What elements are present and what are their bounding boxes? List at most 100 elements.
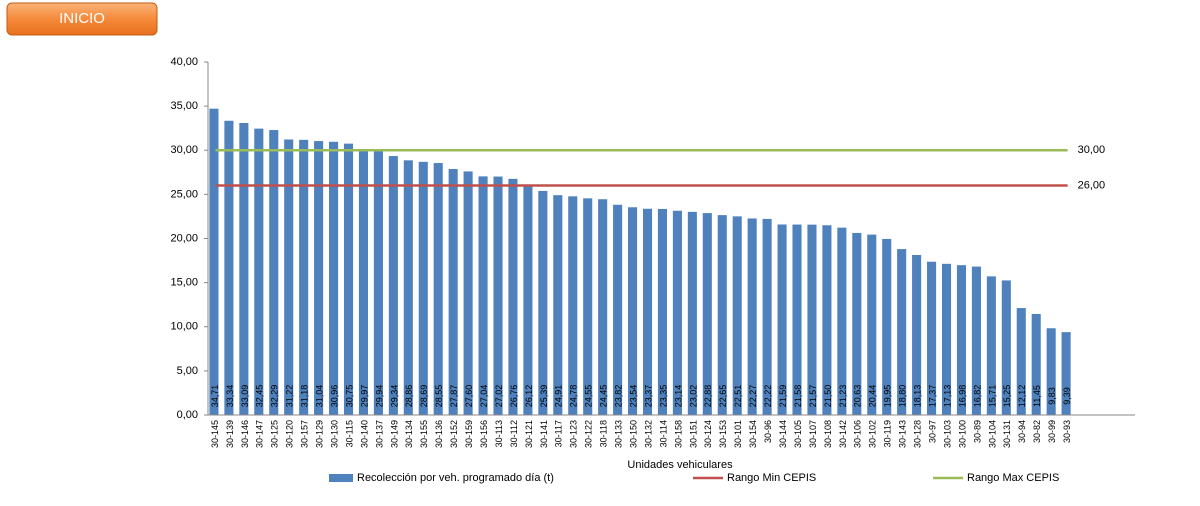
x-tick-label: 30-140	[359, 420, 369, 448]
value-label: 22,88	[703, 385, 713, 408]
value-label: 26,12	[524, 385, 534, 408]
value-label: 22,51	[733, 385, 743, 408]
x-tick-label: 30-103	[942, 420, 952, 448]
value-label: 28,86	[404, 385, 414, 408]
bar	[314, 141, 324, 415]
value-label: 30,96	[329, 385, 339, 408]
bar	[837, 227, 847, 415]
x-tick-label: 30-105	[793, 420, 803, 448]
x-tick-label: 30-102	[868, 420, 878, 448]
bar	[702, 213, 712, 415]
x-tick-label: 30-89	[972, 420, 982, 443]
bar	[583, 198, 593, 415]
bar	[209, 108, 219, 415]
reference-label: 26,00	[1078, 179, 1106, 191]
x-tick-label: 30-149	[389, 420, 399, 448]
value-label: 23,14	[673, 385, 683, 408]
value-label: 33,34	[225, 385, 235, 408]
value-label: 28,69	[419, 385, 429, 408]
bar	[897, 249, 907, 415]
x-tick-label: 30-113	[494, 420, 504, 447]
bar	[613, 204, 623, 415]
bar	[329, 141, 339, 415]
x-tick-label: 30-147	[255, 420, 265, 448]
value-label: 9,83	[1047, 387, 1057, 405]
x-tick-label: 30-129	[315, 420, 325, 448]
value-label: 27,87	[449, 385, 459, 408]
value-label: 20,63	[853, 385, 863, 408]
bar	[822, 225, 832, 415]
value-label: 16,82	[972, 385, 982, 408]
bar	[687, 211, 697, 415]
value-label: 32,45	[255, 385, 265, 408]
x-tick-label: 30-159	[464, 420, 474, 448]
value-label: 27,02	[494, 385, 504, 408]
x-tick-label: 30-146	[240, 420, 250, 448]
bar	[882, 238, 892, 415]
button-label[interactable]: INICIO	[59, 10, 105, 27]
value-label: 23,02	[688, 385, 698, 408]
x-tick-label: 30-156	[479, 420, 489, 448]
bar	[239, 122, 249, 416]
x-tick-label: 30-132	[643, 420, 653, 448]
bar	[448, 169, 458, 415]
bar	[284, 139, 294, 415]
x-tick-label: 30-96	[763, 420, 773, 443]
bar	[941, 263, 952, 415]
bar	[299, 139, 309, 416]
x-tick-label: 30-107	[808, 420, 818, 448]
bar	[852, 232, 862, 415]
x-tick-label: 30-137	[374, 420, 384, 448]
x-tick-label: 30-153	[718, 420, 728, 448]
x-tick-label: 30-106	[853, 420, 863, 448]
value-label: 23,35	[658, 385, 668, 408]
value-label: 24,55	[584, 385, 594, 408]
x-tick-label: 30-94	[1017, 420, 1027, 443]
bar	[254, 128, 264, 415]
value-label: 17,37	[927, 385, 937, 408]
value-label: 23,37	[643, 385, 653, 408]
value-label: 22,27	[748, 385, 758, 408]
bar	[912, 255, 922, 415]
bar	[224, 120, 234, 415]
x-tick-label: 30-112	[509, 420, 519, 447]
y-tick-label: 20,00	[170, 232, 198, 244]
bar	[672, 210, 682, 415]
y-tick-label: 15,00	[170, 277, 198, 289]
x-tick-label: 30-121	[524, 420, 534, 448]
bar	[986, 276, 996, 415]
bar	[388, 156, 398, 415]
bar	[657, 208, 668, 415]
legend-label: Rango Min CEPIS	[727, 472, 816, 484]
x-tick-label: 30-114	[658, 420, 668, 447]
x-tick-label: 30-154	[748, 420, 758, 448]
x-tick-label: 30-100	[957, 420, 967, 448]
bar	[269, 130, 279, 415]
value-label: 24,78	[569, 385, 579, 408]
value-label: 11,45	[1032, 385, 1042, 407]
value-label: 20,44	[868, 385, 878, 408]
x-tick-label: 30-144	[778, 420, 788, 448]
bar	[553, 195, 563, 415]
bar	[1016, 308, 1026, 415]
bar	[478, 176, 488, 415]
x-tick-label: 30-123	[569, 420, 579, 448]
x-tick-label: 30-133	[614, 420, 624, 448]
value-label: 21,58	[793, 385, 803, 408]
bar	[358, 150, 369, 415]
value-label: 21,59	[778, 385, 788, 408]
inicio-button[interactable]: INICIO	[6, 2, 158, 36]
value-label: 23,82	[614, 385, 624, 408]
bar	[568, 196, 578, 415]
button-bg[interactable]	[6, 2, 158, 36]
value-label: 21,23	[838, 385, 848, 408]
value-label: 29,34	[389, 385, 399, 408]
x-tick-label: 30-130	[329, 420, 339, 448]
y-tick-label: 30,00	[170, 144, 198, 156]
value-label: 30,75	[344, 385, 354, 408]
legend-label: Rango Max CEPIS	[967, 472, 1059, 484]
bar	[1061, 332, 1071, 415]
value-label: 29,94	[374, 385, 384, 408]
bar	[807, 224, 817, 415]
